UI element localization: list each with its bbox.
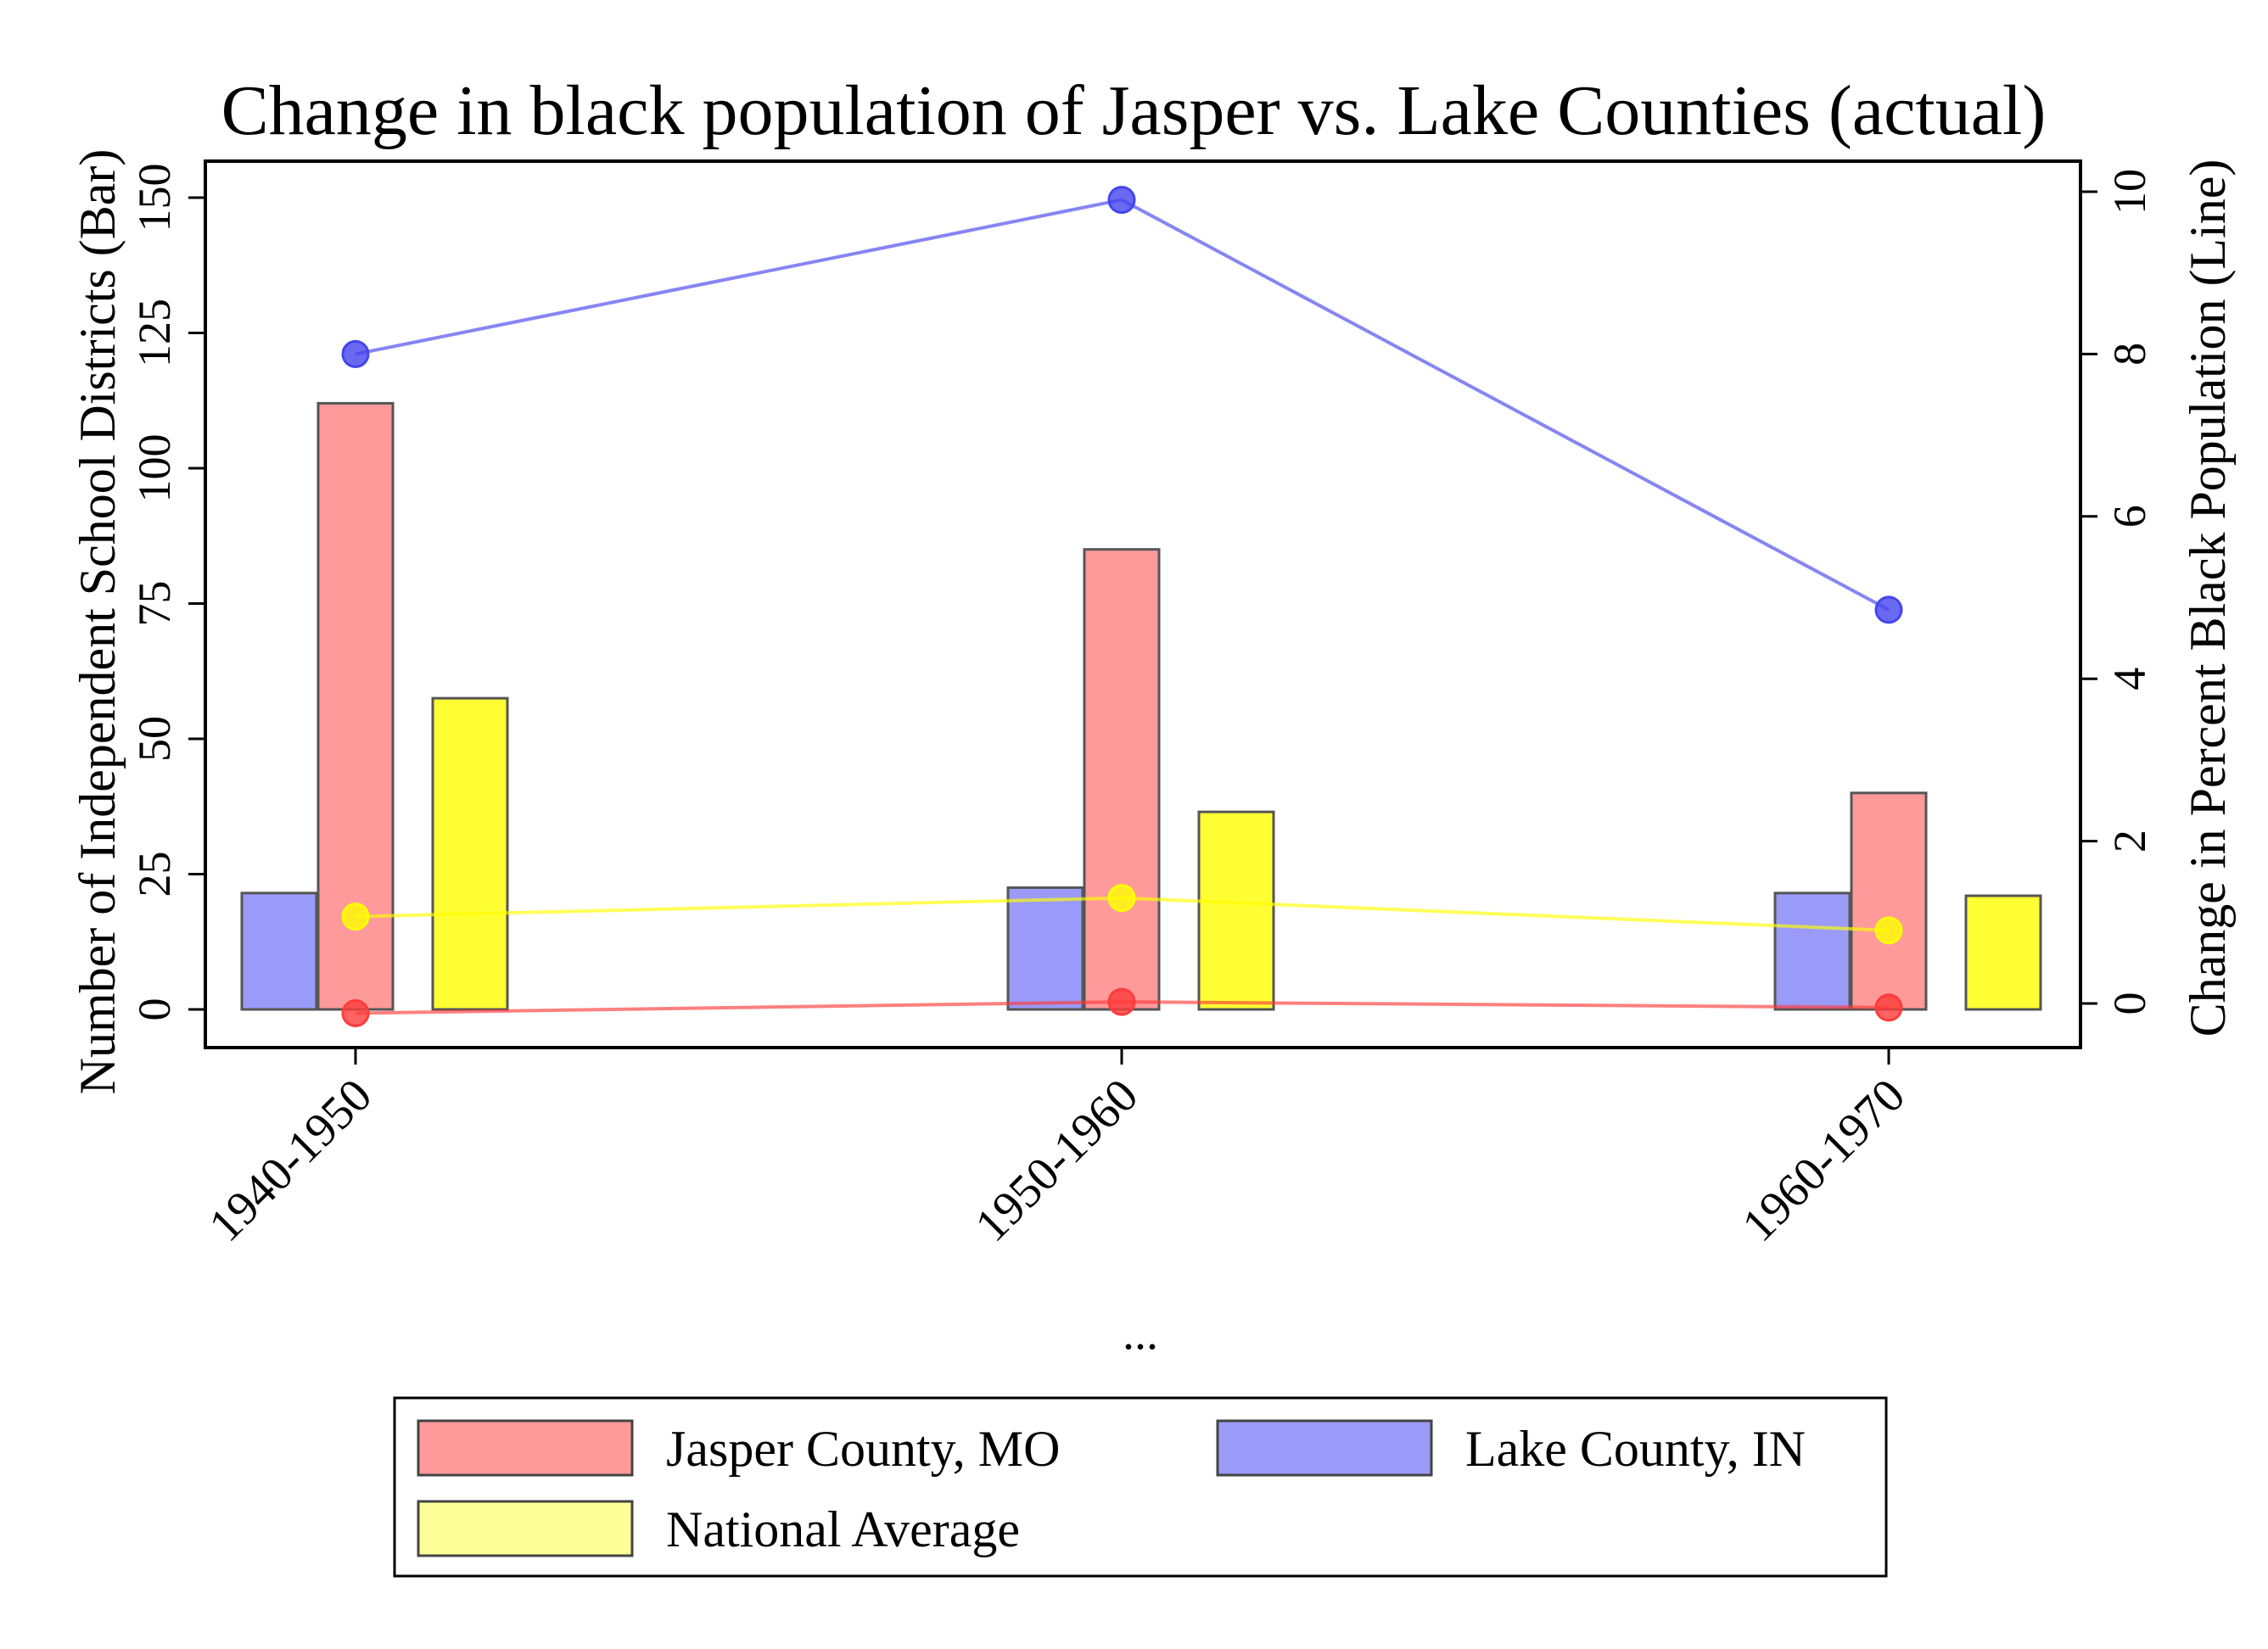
right-tick-label: 2: [2104, 830, 2155, 852]
bar: [1773, 892, 1851, 1011]
right-tick-label: 8: [2104, 343, 2155, 366]
bar: [431, 696, 509, 1011]
left-tick-label: 50: [129, 716, 180, 762]
right-tick-label: 6: [2104, 505, 2155, 528]
left-y-axis: 0 25 50 75 100 125 150: [129, 164, 205, 1021]
series-point: [1107, 884, 1136, 913]
bar: [240, 892, 318, 1011]
legend-swatch-jasper: [417, 1419, 634, 1477]
bar: [1850, 791, 1928, 1011]
plot-area: [204, 159, 2082, 1049]
series-point: [1107, 186, 1136, 215]
legend-swatch-lake: [1216, 1419, 1433, 1477]
left-tick-label: 150: [129, 164, 180, 232]
right-tick-label: 0: [2104, 992, 2155, 1015]
bar: [1197, 810, 1275, 1011]
series-point: [1107, 987, 1136, 1016]
legend-label-jasper: Jasper County, MO: [666, 1421, 1060, 1477]
x-axis-label: ...: [1123, 1307, 1158, 1360]
left-tick-label: 125: [129, 299, 180, 367]
bar: [1964, 894, 2042, 1011]
series-point: [341, 339, 370, 368]
right-y-axis-label: Change in Percent Black Population (Line…: [2180, 159, 2236, 1037]
legend-swatch-national: [417, 1500, 634, 1557]
left-tick-label: 100: [129, 434, 180, 503]
bar: [1006, 886, 1084, 1011]
left-tick-label: 0: [129, 998, 180, 1021]
series-point: [1874, 595, 1903, 624]
bar: [1083, 548, 1161, 1011]
right-tick-label: 4: [2104, 668, 2155, 690]
series-point: [341, 998, 370, 1027]
right-tick-label: 10: [2104, 169, 2155, 215]
chart-title: Change in black population of Jasper vs.…: [221, 71, 2047, 150]
right-y-axis: 0 2 4 6 8 10: [2080, 169, 2155, 1015]
left-tick-label: 75: [129, 581, 180, 627]
left-tick-label: 25: [129, 852, 180, 897]
legend: Jasper County, MO Lake County, IN Nation…: [393, 1396, 1888, 1578]
legend-label-national: National Average: [666, 1501, 1020, 1557]
series-point: [1874, 993, 1903, 1022]
series-point: [1874, 916, 1903, 945]
legend-label-lake: Lake County, IN: [1465, 1421, 1806, 1477]
series-point: [341, 903, 370, 931]
legend-box: [393, 1396, 1888, 1578]
left-y-axis-label: Number of Independent School Districts (…: [70, 149, 126, 1095]
